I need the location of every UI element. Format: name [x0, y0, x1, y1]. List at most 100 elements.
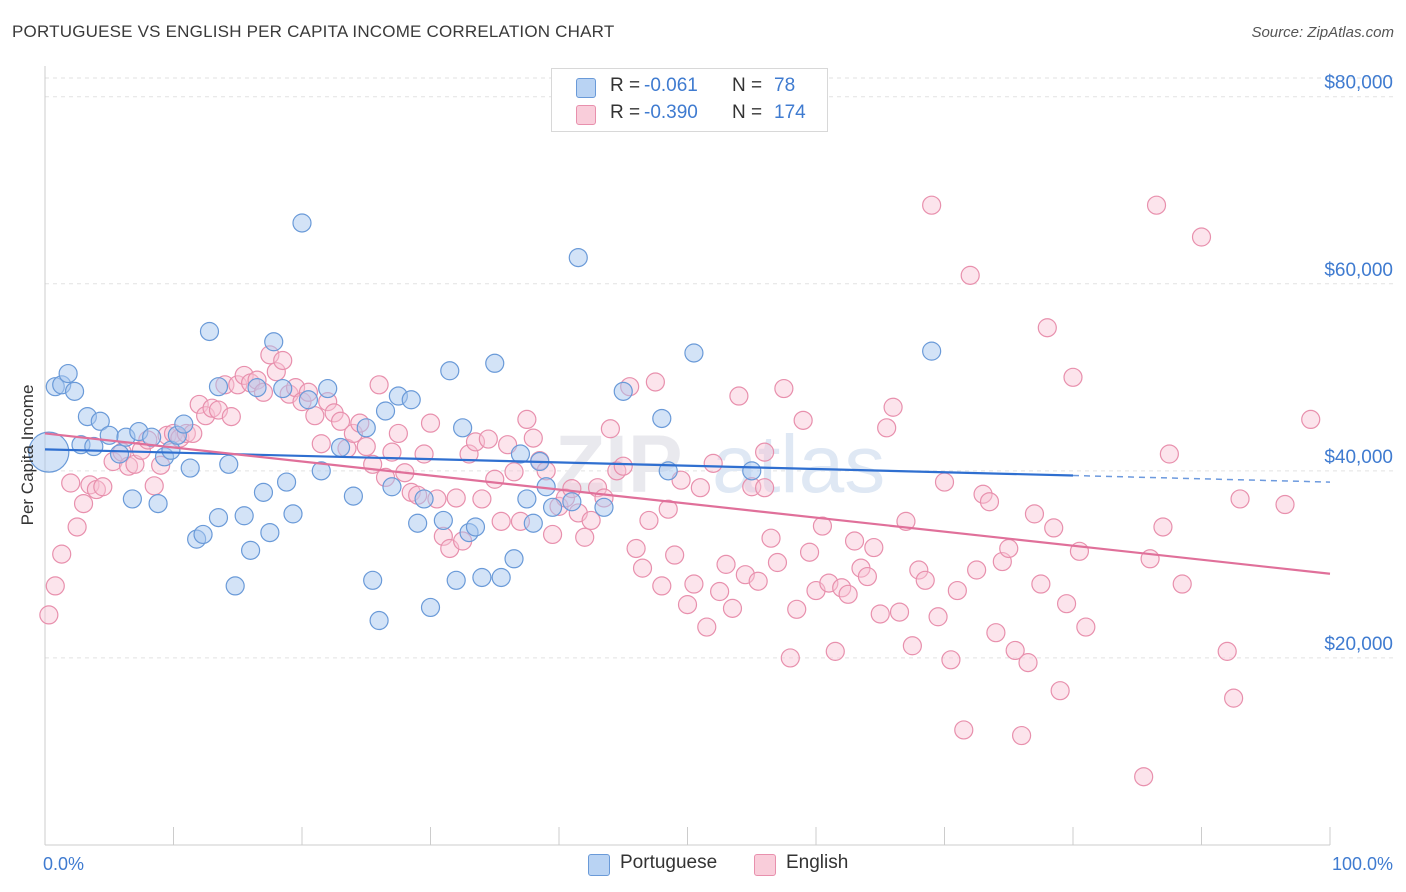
portuguese-point	[363, 570, 383, 590]
english-point	[934, 472, 955, 492]
english-point	[1134, 767, 1154, 787]
english-point	[369, 375, 389, 395]
english-point	[517, 409, 537, 430]
english-point	[575, 527, 595, 547]
portuguese-point	[241, 540, 261, 560]
watermark-atlas: atlas	[712, 419, 885, 510]
portuguese-point	[253, 482, 274, 502]
legend-r-label: R =	[610, 102, 641, 123]
portuguese-point	[375, 401, 396, 421]
portuguese-point	[504, 549, 524, 569]
portuguese-point	[311, 461, 331, 481]
english-point	[902, 636, 922, 656]
english-point	[1146, 195, 1167, 215]
english-point	[639, 510, 659, 531]
english-point	[485, 469, 505, 489]
portuguese-point	[408, 513, 428, 533]
english-point	[1037, 318, 1057, 338]
portuguese-point	[318, 378, 338, 399]
english-point	[754, 442, 775, 462]
portuguese-trend-line	[44, 448, 1074, 477]
english-point	[780, 648, 800, 668]
chart-source: Source: ZipAtlas.com	[1251, 24, 1394, 41]
english-point	[729, 386, 749, 406]
english-point	[504, 462, 524, 482]
portuguese-point	[283, 504, 303, 524]
english-point	[356, 436, 376, 457]
portuguese-point	[225, 576, 245, 596]
english-point	[748, 571, 768, 591]
english-point	[1159, 444, 1179, 464]
portuguese-point	[465, 517, 486, 537]
english-point	[1076, 617, 1096, 637]
english-point	[703, 453, 723, 473]
english-point	[446, 488, 466, 508]
english-point	[1230, 489, 1250, 509]
english-point	[1024, 504, 1045, 524]
legend-r-value: -0.390	[644, 102, 698, 123]
portuguese-point	[401, 390, 421, 410]
english-point	[330, 411, 351, 431]
english-point	[581, 510, 601, 531]
y-tick-label: $80,000	[1324, 73, 1393, 94]
english-point	[677, 595, 698, 615]
english-point	[491, 511, 511, 531]
english-point	[671, 470, 691, 490]
legend-swatch-portuguese	[576, 78, 596, 98]
english-point	[652, 576, 672, 596]
portuguese-point	[684, 343, 704, 363]
english-point	[1172, 574, 1192, 594]
english-point	[1005, 640, 1025, 661]
portuguese-point	[382, 477, 402, 497]
english-point	[690, 478, 710, 498]
english-point	[941, 650, 961, 670]
x-tick-label-end: 100.0%	[1332, 854, 1393, 874]
english-point	[710, 581, 730, 602]
english-point	[915, 570, 935, 590]
english-point	[125, 454, 145, 474]
y-axis-label: Per Capita Income	[18, 385, 37, 526]
portuguese-point	[208, 508, 229, 528]
english-point	[774, 378, 794, 399]
bottom-legend-swatch-english	[754, 854, 776, 876]
english-point	[999, 538, 1019, 559]
portuguese-point	[180, 458, 200, 478]
english-point	[1018, 653, 1038, 673]
bottom-legend-label-english: English	[786, 852, 849, 873]
portuguese-point	[562, 492, 582, 512]
english-point	[1153, 517, 1173, 537]
portuguese-point	[369, 610, 389, 631]
portuguese-point	[247, 378, 267, 398]
legend-row-english: R = -0.390 N = 174	[552, 101, 827, 127]
english-point	[1301, 409, 1321, 430]
legend-r-value: -0.061	[644, 75, 698, 96]
portuguese-point	[440, 361, 460, 381]
portuguese-points	[28, 213, 942, 631]
english-point	[626, 538, 646, 559]
portuguese-point	[414, 489, 434, 509]
english-point	[922, 195, 942, 215]
english-point	[870, 604, 890, 624]
english-point	[889, 602, 910, 622]
legend-r-label: R =	[610, 75, 641, 96]
english-point	[305, 406, 325, 426]
portuguese-point	[260, 522, 280, 543]
english-point	[928, 607, 948, 627]
english-point	[144, 476, 164, 496]
english-point	[973, 484, 993, 504]
english-point	[645, 372, 665, 392]
english-point	[498, 435, 518, 455]
portuguese-point	[652, 408, 672, 429]
correlation-legend: R = -0.061 N = 78 R = -0.390 N = 174	[551, 68, 828, 132]
portuguese-point	[122, 489, 142, 509]
portuguese-point	[523, 513, 543, 533]
english-point	[793, 410, 813, 430]
english-point	[787, 599, 807, 619]
portuguese-trend-extension	[1072, 474, 1331, 483]
trend-lines	[44, 432, 1331, 575]
english-point	[67, 517, 87, 537]
english-point	[478, 429, 498, 449]
english-point	[459, 444, 479, 464]
english-point	[388, 423, 408, 444]
bottom-legend-swatch-portuguese	[588, 854, 610, 876]
